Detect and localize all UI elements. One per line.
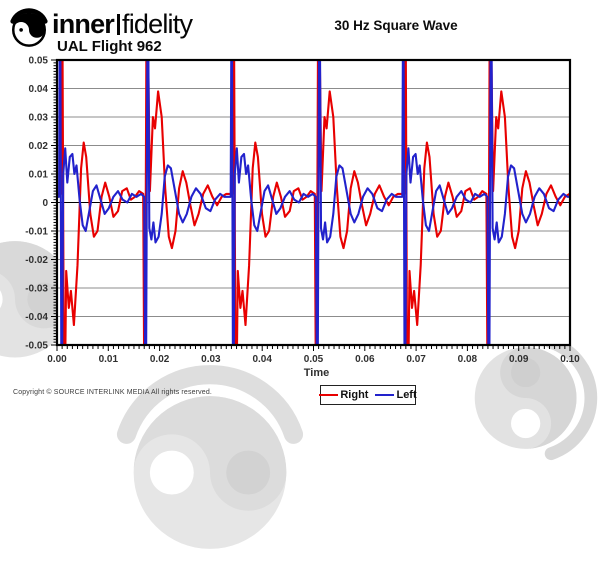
x-tick-label: 0.05 <box>304 354 324 365</box>
brand-light: fidelity <box>122 9 193 39</box>
brand-bold: inner <box>52 9 115 39</box>
headphone-model-title: UAL Flight 962 <box>57 38 162 55</box>
y-tick-label: -0.05 <box>25 341 48 352</box>
y-tick-label: -0.01 <box>25 227 48 238</box>
x-tick-label: 0.02 <box>150 354 170 365</box>
legend-item-left: Left <box>375 389 417 401</box>
x-tick-label: 0.07 <box>406 354 426 365</box>
x-tick-label: 0.03 <box>201 354 221 365</box>
plot-svg: 0.00 0.01 0.02 0.03 0.04 0.05 0.06 0.07 0.08 0.09… <box>25 56 580 380</box>
legend-swatch-right <box>319 393 339 397</box>
series-right-line <box>57 60 570 345</box>
page: { "header": { "brand_bold": "inner", "br… <box>0 8 598 549</box>
legend-item-right: Right <box>319 389 368 401</box>
x-tick-label: 0.01 <box>99 354 119 365</box>
x-tick-label: 0.08 <box>458 354 478 365</box>
y-tick-label: 0 <box>42 198 48 209</box>
chart-title: 30 Hz Square Wave <box>334 18 458 33</box>
legend-label-right: Right <box>340 389 369 401</box>
legend-label-left: Left <box>396 389 417 401</box>
y-tick-label: -0.02 <box>25 255 48 266</box>
x-tick-label: 0.10 <box>560 354 580 365</box>
y-tick-label: 0.03 <box>29 113 49 124</box>
x-tick-label: 0.00 <box>47 354 67 365</box>
x-tick-label: 0.04 <box>252 354 272 365</box>
x-tick-label: 0.09 <box>509 354 529 365</box>
y-tick-label: 0.05 <box>29 56 49 67</box>
plot-border <box>55 58 572 347</box>
brand-wordmark: inner fidelity <box>52 9 193 40</box>
y-tick-label: 0.01 <box>29 170 49 181</box>
innerfidelity-logo-icon <box>10 8 48 47</box>
y-tick-label: -0.03 <box>25 284 48 295</box>
x-axis-title: Time <box>304 367 329 379</box>
y-tick-label: 0.02 <box>29 141 49 152</box>
y-tick-label: 0.04 <box>29 84 49 95</box>
copyright-text: Copyright © SOURCE INTERLINK MEDIA All r… <box>13 389 212 396</box>
legend-swatch-left <box>375 393 395 397</box>
legend: Right Left <box>319 385 417 405</box>
series-left-line <box>57 60 570 345</box>
brand-divider-bar <box>117 14 121 35</box>
y-tick-label: -0.04 <box>25 312 48 323</box>
watermark-yinyang-left <box>0 241 74 358</box>
x-tick-label: 0.06 <box>355 354 375 365</box>
